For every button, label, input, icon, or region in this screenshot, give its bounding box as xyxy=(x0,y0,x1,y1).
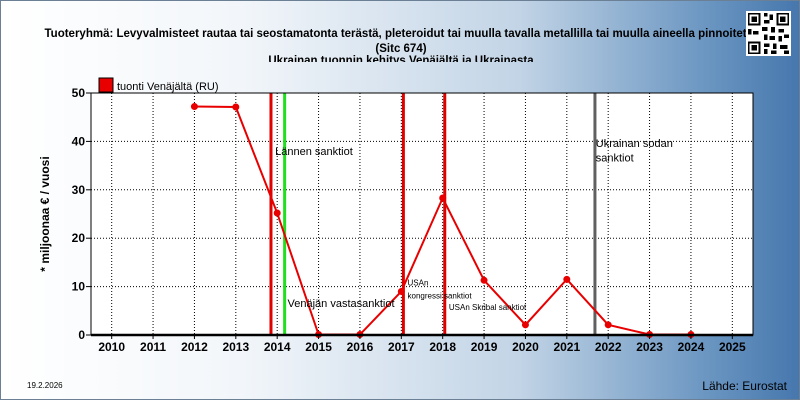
legend-swatch xyxy=(98,77,114,93)
x-tick-label: 2019 xyxy=(471,340,498,354)
x-tick-label: 2014 xyxy=(264,340,291,354)
x-tick-label: 2016 xyxy=(347,340,374,354)
data-point xyxy=(190,103,198,111)
data-point xyxy=(480,276,488,284)
chart-subtitle: (Sitc 674) xyxy=(375,43,427,55)
plot-background xyxy=(91,93,753,335)
x-tick-label: 2015 xyxy=(305,340,332,354)
data-point xyxy=(563,275,571,283)
qr-code-icon xyxy=(746,11,791,56)
y-tick-label: 40 xyxy=(72,134,86,148)
y-tick-label: 10 xyxy=(72,280,86,294)
series-group xyxy=(190,103,695,339)
legend-label: tuonti Venäjältä (RU) xyxy=(117,81,219,93)
chart-title: Tuoteryhmä: Levyvalmisteet rautaa tai se… xyxy=(44,28,758,40)
data-point xyxy=(521,321,529,329)
axes: 0 10 20 30 40 50 2010 2011 2012 2013 2014 2015 2016 2… xyxy=(38,86,754,354)
x-tick-label: 2022 xyxy=(595,340,622,354)
source-label: Lähde: Eurostat xyxy=(702,379,787,393)
x-tick-label: 2020 xyxy=(512,340,539,354)
event-lines xyxy=(269,93,597,335)
chart-subtitle-secondary: Ukrainan tuonnin kehitys Venäjältä ja Uk… xyxy=(268,55,534,62)
x-tick-label: 2021 xyxy=(553,340,580,354)
plot-area xyxy=(91,93,753,335)
y-tick-label: 30 xyxy=(72,183,86,197)
y-tick-label: 20 xyxy=(72,231,86,245)
y-tick-label: 0 xyxy=(78,328,85,342)
x-tick-label: 2010 xyxy=(98,340,125,354)
annotation-label: USAn xyxy=(408,279,429,288)
x-tick-label: 2023 xyxy=(636,340,663,354)
legend: tuonti Venäjältä (RU) xyxy=(98,77,219,93)
annotation-label: Ukrainan sodan xyxy=(596,138,673,150)
annotation-label: Lännen sanktiot xyxy=(275,146,353,158)
publish-date: 19.2.2026 xyxy=(27,381,63,390)
x-tick-label: 2025 xyxy=(719,340,746,354)
data-point xyxy=(439,194,447,202)
annotation-label: Venäjän vastasanktiot xyxy=(288,298,395,310)
x-tick-label: 2012 xyxy=(181,340,208,354)
annotation-label: kongressi sanktiot xyxy=(408,292,473,301)
x-tick-label: 2013 xyxy=(222,340,249,354)
y-tick-label: 50 xyxy=(72,86,86,100)
data-point xyxy=(397,287,405,295)
y-axis-label: * miljoonaa € / vuosi xyxy=(38,156,52,271)
x-tick-label: 2024 xyxy=(678,340,705,354)
x-tick-label: 2017 xyxy=(388,340,415,354)
data-point xyxy=(604,321,612,329)
data-point xyxy=(273,209,281,217)
annotation-label: USAn Skribal sanktiot xyxy=(449,303,527,312)
annotation-label: sanktiot xyxy=(596,153,634,165)
data-point xyxy=(232,103,240,111)
x-tick-label: 2018 xyxy=(429,340,456,354)
x-tick-label: 2011 xyxy=(140,340,166,354)
annotations: Lännen sanktiot Venäjän vastasanktiot USAn… xyxy=(275,138,673,312)
